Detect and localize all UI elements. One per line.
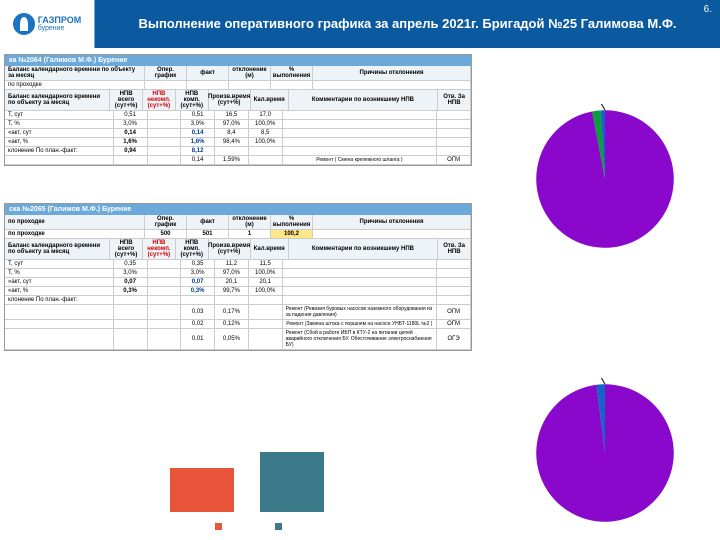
table-row: 0,141,59%Ремонт ( Смена крепежного шланг…	[5, 156, 471, 165]
table2-head2: Баланс календарного времени по объекту з…	[5, 239, 471, 260]
logo-name: ГАЗПРОМ	[38, 16, 82, 25]
table-block-2: ска №2065 (Галимов М.Ф.) Бурение по прох…	[4, 203, 472, 351]
table-row: клонение По план.-факт:	[5, 296, 471, 305]
table-row: 0,010,05%Ремонт (Сбой в работе ИБП в КТУ…	[5, 329, 471, 350]
table1-head1: Баланс календарного времени по объекту з…	[5, 66, 471, 81]
slide-number: 6.	[704, 4, 712, 15]
table-row: клонение По план.-факт:0,948,12	[5, 147, 471, 156]
table-row: Т, сут0,510,5116,517,0	[5, 111, 471, 120]
pie-chart-1	[530, 104, 680, 254]
logo: ГАЗПРОМ бурение	[0, 0, 95, 48]
table2-sub: по проходке 500 501 1 100,2	[5, 230, 471, 239]
table-row: Т, %3,0%3,0%97,0%100,0%	[5, 120, 471, 129]
flame-icon	[13, 13, 35, 35]
table-row: «акт, %1,6%1,6%98,4%100,0%	[5, 138, 471, 147]
table-block-1: ка №2064 (Галимов М.Ф.) Бурение Баланс к…	[4, 54, 472, 166]
table1-title: ка №2064 (Галимов М.Ф.) Бурение	[5, 55, 471, 66]
page-title: Выполнение оперативного графика за апрел…	[95, 16, 720, 33]
table-row: Т, сут0,350,3511,211,5	[5, 260, 471, 269]
table-row: Т, %3,0%3,0%97,0%100,0%	[5, 269, 471, 278]
header: ГАЗПРОМ бурение Выполнение оперативного …	[0, 0, 720, 48]
table-row: «акт, %0,3%0,3%99,7%100,0%	[5, 287, 471, 296]
table-row: 0,020,12%Ремонт (Замена штока с поршнем …	[5, 320, 471, 329]
bar-2	[260, 452, 324, 512]
bar-chart	[120, 440, 380, 530]
table-row: «акт, сут0,140,148,48,5	[5, 129, 471, 138]
table2-title: ска №2065 (Галимов М.Ф.) Бурение	[5, 204, 471, 215]
table1-sub: по проходке	[5, 81, 471, 90]
pie-chart-2	[530, 378, 680, 528]
logo-sub: бурение	[38, 25, 82, 32]
table2-head1: по проходке Опер. график факт отклонение…	[5, 215, 471, 230]
bar-1	[170, 468, 234, 512]
table-row: «акт, сут0,070,0720,120,1	[5, 278, 471, 287]
bar-legend	[120, 523, 380, 530]
table1-head2: Баланс календарного времени по объекту з…	[5, 90, 471, 111]
table-row: 0,030,17%Ремонт (Ревизия буровых насосов…	[5, 305, 471, 320]
